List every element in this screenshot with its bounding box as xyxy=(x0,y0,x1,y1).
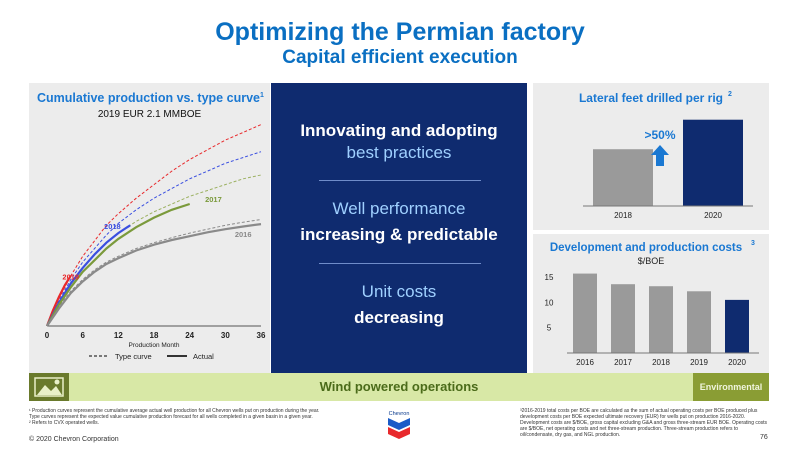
y-tick-label: 10 xyxy=(545,298,554,307)
x-tick-label: 0 xyxy=(45,331,50,340)
wind-landscape-icon xyxy=(29,373,69,401)
bar-2019 xyxy=(687,291,711,353)
up-arrow-icon xyxy=(651,145,669,166)
chevron-logo: Chevron xyxy=(384,408,414,442)
production-chart-title-text: Cumulative production vs. type curve xyxy=(37,91,260,105)
highlight-divider xyxy=(319,180,481,181)
chevron-logo-text: Chevron xyxy=(389,411,410,417)
x-tick-label: 24 xyxy=(185,331,194,340)
legend-actual-label: Actual xyxy=(193,352,214,361)
bar-2020 xyxy=(725,299,749,353)
bar-label: 2018 xyxy=(652,358,670,367)
highlight-3-line1: Unit costs xyxy=(361,282,437,301)
page-subtitle: Capital efficient execution xyxy=(282,47,518,68)
highlight-2-line2: increasing & predictable xyxy=(300,225,498,244)
highlight-divider xyxy=(319,263,481,264)
series-label-2016: 2016 xyxy=(235,230,252,239)
x-axis-title: Production Month xyxy=(129,342,180,349)
footnote-3: ³2016-2019 total costs per BOE are calcu… xyxy=(520,408,768,438)
series-label-2017: 2017 xyxy=(205,195,222,204)
wind-operations-label: Wind powered operations xyxy=(319,379,479,394)
page-number: 76 xyxy=(760,434,768,441)
series-line-2018 xyxy=(46,151,262,327)
x-tick-label: 6 xyxy=(80,331,85,340)
lateral-feet-bar-chart: Lateral feet drilled per rig 2 2018 2020 >50… xyxy=(579,91,753,220)
bar-2018 xyxy=(649,286,673,353)
bar-label: 2020 xyxy=(704,211,722,220)
series-line-2018-actual xyxy=(46,224,131,327)
bar-2018 xyxy=(593,149,653,206)
costs-chart-unit: $/BOE xyxy=(638,256,665,266)
page-title: Optimizing the Permian factory xyxy=(215,18,585,46)
lateral-feet-panel: Lateral feet drilled per rig 2 2018 2020 >50… xyxy=(533,83,769,230)
highlight-1-line2: best practices xyxy=(346,143,452,162)
bar-2020 xyxy=(683,119,743,206)
highlight-2-line1: Well performance xyxy=(332,199,466,218)
series-line-2017-actual xyxy=(46,202,191,327)
bar-label: 2017 xyxy=(614,358,632,367)
bar-2017 xyxy=(611,284,635,353)
costs-panel: Development and production costs 3 $/BOE 5 1… xyxy=(533,234,769,373)
y-tick-label: 5 xyxy=(547,324,552,333)
x-tick-label: 36 xyxy=(257,331,266,340)
x-tick-label: 18 xyxy=(150,331,159,340)
series-label-2018: 2018 xyxy=(104,222,121,231)
bar-label: 2019 xyxy=(690,358,708,367)
footnotes-left: ¹ Production curves represent the cumula… xyxy=(29,408,399,426)
costs-bar-chart: Development and production costs 3 $/BOE 5 1… xyxy=(545,240,759,367)
footnote-1a: ¹ Production curves represent the cumula… xyxy=(29,408,320,414)
y-tick-label: 15 xyxy=(545,273,554,282)
highlight-1-line1: Innovating and adopting xyxy=(300,121,498,140)
lateral-chart-title: Lateral feet drilled per rig xyxy=(579,91,723,105)
series-line-2019-actual xyxy=(45,275,72,327)
copyright: © 2020 Chevron Corporation xyxy=(29,436,119,443)
production-line-chart: 0 6 12 18 24 30 36 Production Month 2019 2018 2017… xyxy=(45,124,266,361)
costs-chart-title: Development and production costs xyxy=(550,242,742,254)
series-label-2019: 2019 xyxy=(62,273,79,282)
x-tick-label: 30 xyxy=(221,331,230,340)
series-line-2016-actual xyxy=(46,223,262,327)
footnote-2: ² Refers to CVX operated wells. xyxy=(29,420,100,426)
growth-callout: >50% xyxy=(644,128,675,142)
bar-2016 xyxy=(573,273,597,353)
production-chart-panel: Cumulative production vs. type curve1 20… xyxy=(29,83,270,373)
bar-label: 2018 xyxy=(614,211,632,220)
highlight-3-line2: decreasing xyxy=(354,308,444,327)
production-chart-title: Cumulative production vs. type curve1 xyxy=(37,91,264,105)
lateral-chart-title-sup: 2 xyxy=(728,91,732,98)
environmental-tag: Environmental xyxy=(693,373,769,401)
bar-label: 2016 xyxy=(576,358,594,367)
series-line-2016 xyxy=(46,219,262,327)
x-tick-label: 12 xyxy=(114,331,123,340)
production-chart-subtitle: 2019 EUR 2.1 MMBOE xyxy=(97,109,202,120)
legend-type-curve-label: Type curve xyxy=(115,352,152,361)
production-chart-title-sup: 1 xyxy=(259,91,264,99)
bar-label: 2020 xyxy=(728,358,746,367)
footnote-1b: Type curves represent the expected value… xyxy=(29,414,313,420)
series-line-2019 xyxy=(46,124,262,327)
costs-chart-title-sup: 3 xyxy=(751,240,755,247)
center-highlights-panel: Innovating and adopting best practices W… xyxy=(271,83,527,373)
series-line-2017 xyxy=(46,174,262,327)
wind-operations-bar: Wind powered operations Environmental xyxy=(29,373,769,401)
